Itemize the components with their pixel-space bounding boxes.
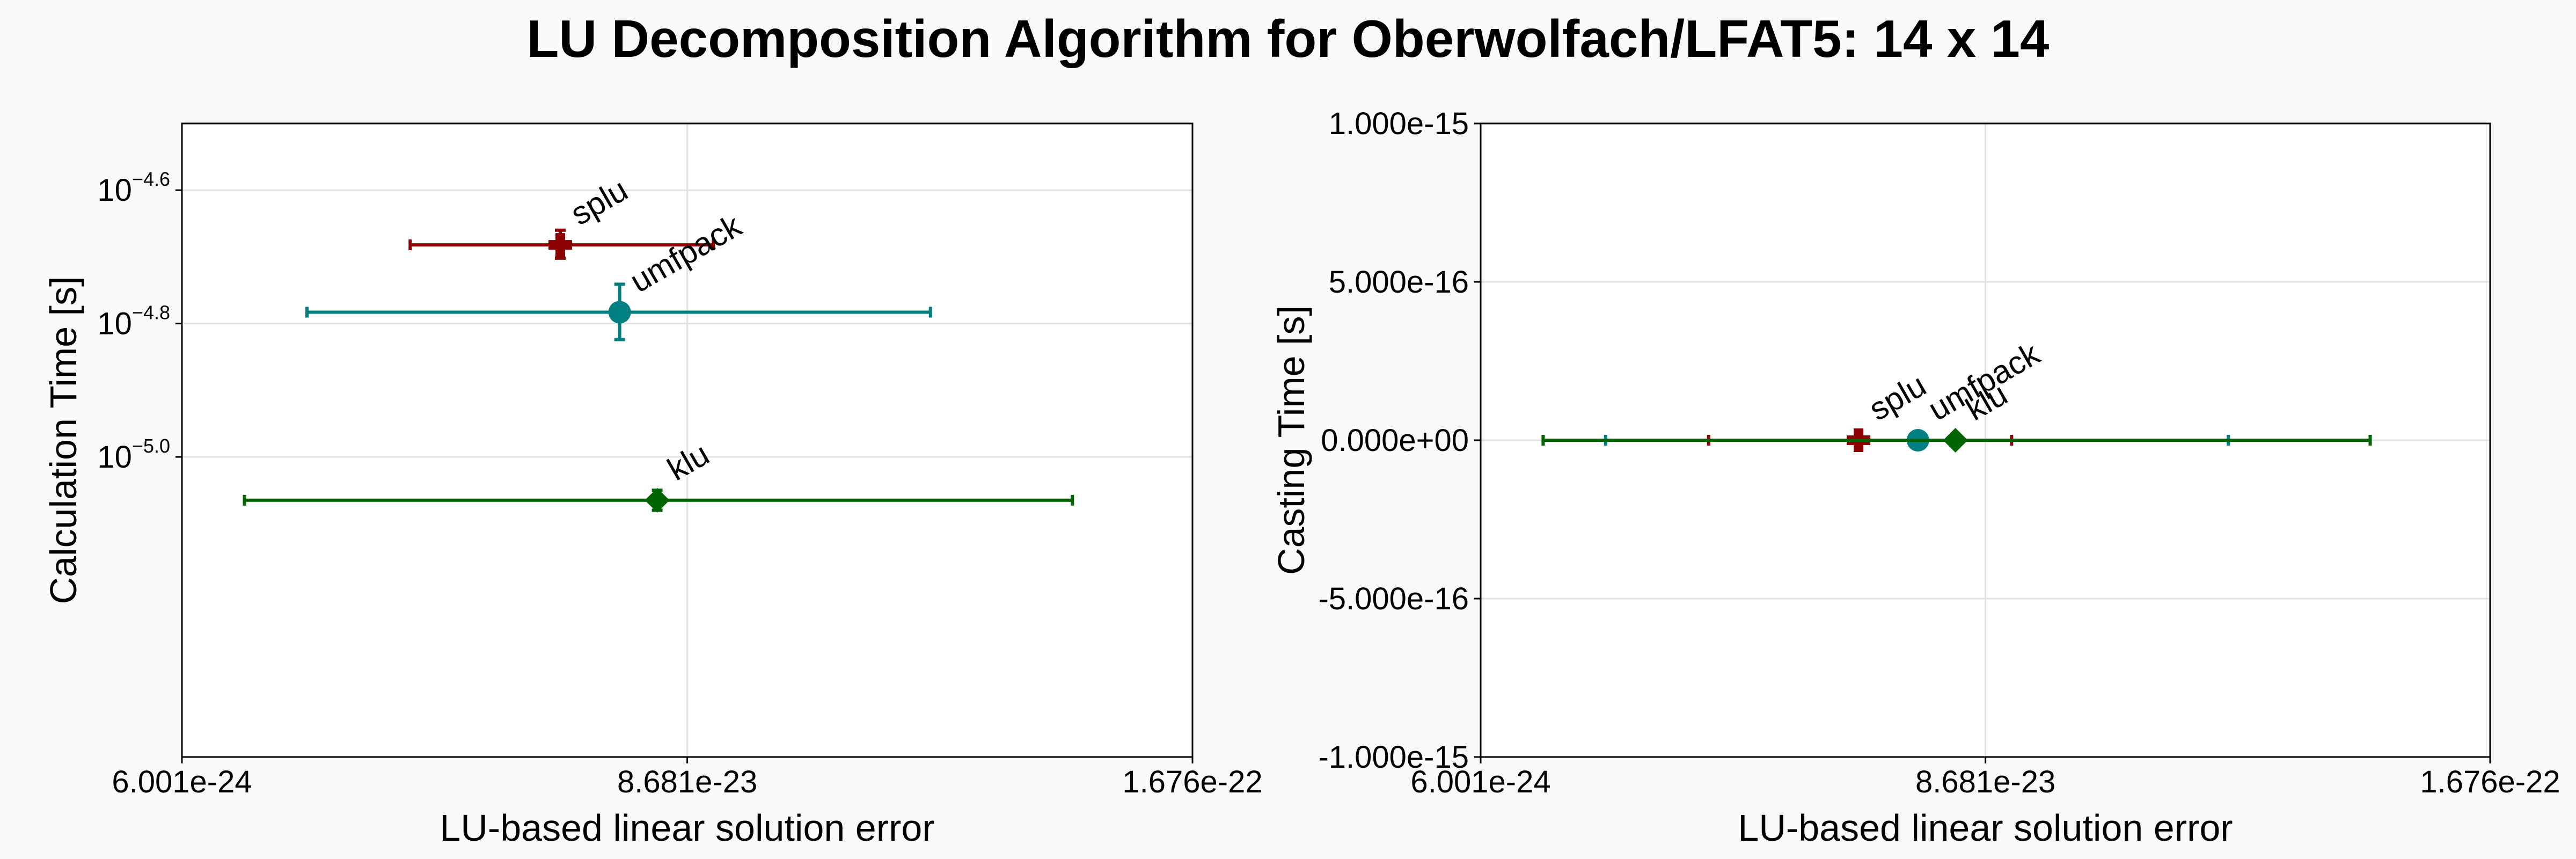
y-tick-label: 5.000e-16 <box>1329 265 1469 300</box>
y-tick-label: 1.000e-15 <box>1329 106 1469 141</box>
data-point-splu <box>548 233 572 257</box>
calculation-time-panel: 6.001e-24 8.681e-23 1.676e-22 10−4.6 10−4.8 1… <box>42 122 1263 849</box>
data-point-klu <box>645 487 670 513</box>
y-tick-label: 0.000e+00 <box>1321 423 1469 458</box>
y-tick-label: 10−4.6 <box>97 168 170 208</box>
y-axis-label: Calculation Time [s] <box>42 276 84 605</box>
x-tick-label: 8.681e-23 <box>1915 765 2055 799</box>
y-tick-label: -1.000e-15 <box>1318 740 1469 775</box>
data-point-umfpack <box>608 301 631 324</box>
x-tick-label: 8.681e-23 <box>617 765 757 799</box>
x-axis-label: LU-based linear solution error <box>1738 807 2233 849</box>
x-axis-label: LU-based linear solution error <box>440 807 934 849</box>
x-tick-label: 1.676e-22 <box>2420 765 2560 799</box>
x-tick-label: 6.001e-24 <box>1410 765 1550 799</box>
figure-title: LU Decomposition Algorithm for Oberwolfa… <box>527 9 2050 68</box>
y-tick-label: -5.000e-16 <box>1318 581 1469 616</box>
y-tick-label: 10−4.8 <box>97 302 170 341</box>
x-tick-label: 1.676e-22 <box>1122 765 1262 799</box>
x-tick-label: 6.001e-24 <box>112 765 252 799</box>
data-point-klu <box>1943 428 1968 453</box>
y-tick-label: 10−5.0 <box>97 435 170 475</box>
y-axis-label: Casting Time [s] <box>1270 305 1312 575</box>
casting-time-panel: 6.001e-24 8.681e-23 1.676e-22 1.000e-15 5.00… <box>1270 106 2560 849</box>
